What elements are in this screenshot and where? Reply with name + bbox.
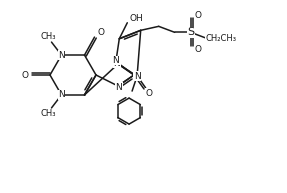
Text: N: N [134, 72, 140, 81]
Text: N: N [58, 90, 65, 99]
Text: OH: OH [129, 14, 143, 23]
Text: CH₂CH₃: CH₂CH₃ [205, 34, 236, 43]
Text: N: N [58, 51, 65, 60]
Text: O: O [22, 70, 28, 80]
Text: N: N [116, 82, 122, 91]
Text: CH₃: CH₃ [41, 109, 56, 119]
Text: O: O [194, 45, 201, 54]
Text: O: O [194, 11, 201, 20]
Text: O: O [97, 28, 104, 37]
Text: CH₃: CH₃ [41, 32, 56, 41]
Text: O: O [146, 89, 152, 97]
Text: N: N [114, 58, 120, 68]
Text: N: N [113, 56, 119, 65]
Text: S: S [187, 27, 194, 37]
